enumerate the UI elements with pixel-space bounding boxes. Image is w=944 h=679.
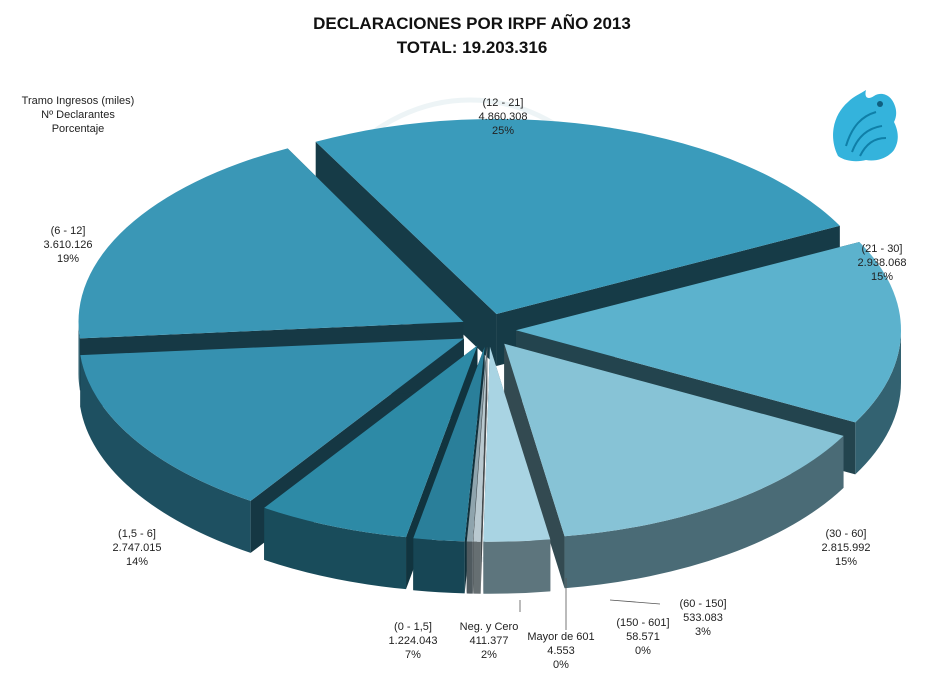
legend-key-percent: Porcentaje [51, 123, 105, 135]
slice-count-label: 2.815.992 [821, 542, 871, 554]
slice-count-label: 4.860.308 [478, 111, 528, 123]
slice-label: (30 - 60] 2.815.992 15% [806, 527, 886, 569]
slice-count-label: 411.377 [469, 635, 509, 647]
slice-percent-label: 3% [695, 626, 711, 638]
slice-range-label: (0 - 1,5] [394, 621, 432, 633]
slice-label: (1,5 - 6] 2.747.015 14% [97, 527, 177, 569]
griffin-logo-icon [833, 90, 898, 162]
slice-range-label: (150 - 601] [616, 617, 670, 629]
slice-count-label: 2.747.015 [112, 542, 162, 554]
pie-slice [473, 346, 488, 594]
slice-percent-label: 7% [405, 649, 421, 661]
legend-key: Tramo Ingresos (miles) Nº Declarantes Po… [8, 94, 148, 136]
slice-label: (0 - 1,5] 1.224.043 7% [373, 620, 453, 662]
slice-label: (60 - 150] 533.083 3% [663, 597, 743, 639]
slice-count-label: 4.553 [547, 645, 575, 657]
slice-range-label: (12 - 21] [482, 97, 524, 109]
leader-line [609, 599, 661, 605]
legend-key-count: Nº Declarantes [41, 109, 115, 121]
slice-percent-label: 15% [870, 271, 894, 283]
slice-label: (150 - 601] 58.571 0% [603, 616, 683, 658]
chart-subtitle: TOTAL: 19.203.316 [396, 38, 548, 57]
slice-range-label: (30 - 60] [825, 528, 867, 540]
slice-range-label: (21 - 30] [861, 243, 903, 255]
slice-count-label: 1.224.043 [388, 635, 438, 647]
slice-percent-label: 2% [481, 649, 497, 661]
slice-label: (12 - 21] 4.860.308 25% [463, 96, 543, 138]
slice-range-label: Mayor de 601 [527, 631, 595, 643]
slice-percent-label: 0% [553, 659, 569, 671]
slice-count-label: 2.938.068 [857, 257, 907, 269]
pie-slice [483, 346, 551, 594]
slice-count-label: 3.610.126 [43, 239, 93, 251]
legend-key-range: Tramo Ingresos (miles) [21, 95, 135, 107]
slice-range-label: Neg. y Cero [459, 621, 519, 633]
slice-label: (6 - 12] 3.610.126 19% [28, 224, 108, 266]
slice-percent-label: 25% [491, 125, 515, 137]
slice-count-label: 58.571 [626, 631, 660, 643]
slice-range-label: (6 - 12] [50, 225, 86, 237]
slice-range-label: (1,5 - 6] [118, 528, 156, 540]
slice-label: (21 - 30] 2.938.068 15% [842, 242, 922, 284]
chart-title: DECLARACIONES POR IRPF AÑO 2013 [313, 14, 631, 33]
slice-percent-label: 15% [834, 556, 858, 568]
slice-percent-label: 14% [125, 556, 149, 568]
slice-label: Mayor de 601 4.553 0% [521, 630, 601, 672]
slice-label: Neg. y Cero 411.377 2% [449, 620, 529, 662]
slice-percent-label: 0% [635, 645, 651, 657]
pie-slice [504, 343, 844, 589]
slice-percent-label: 19% [56, 253, 80, 265]
slice-count-label: 533.083 [683, 612, 723, 624]
slice-range-label: (60 - 150] [679, 598, 727, 610]
